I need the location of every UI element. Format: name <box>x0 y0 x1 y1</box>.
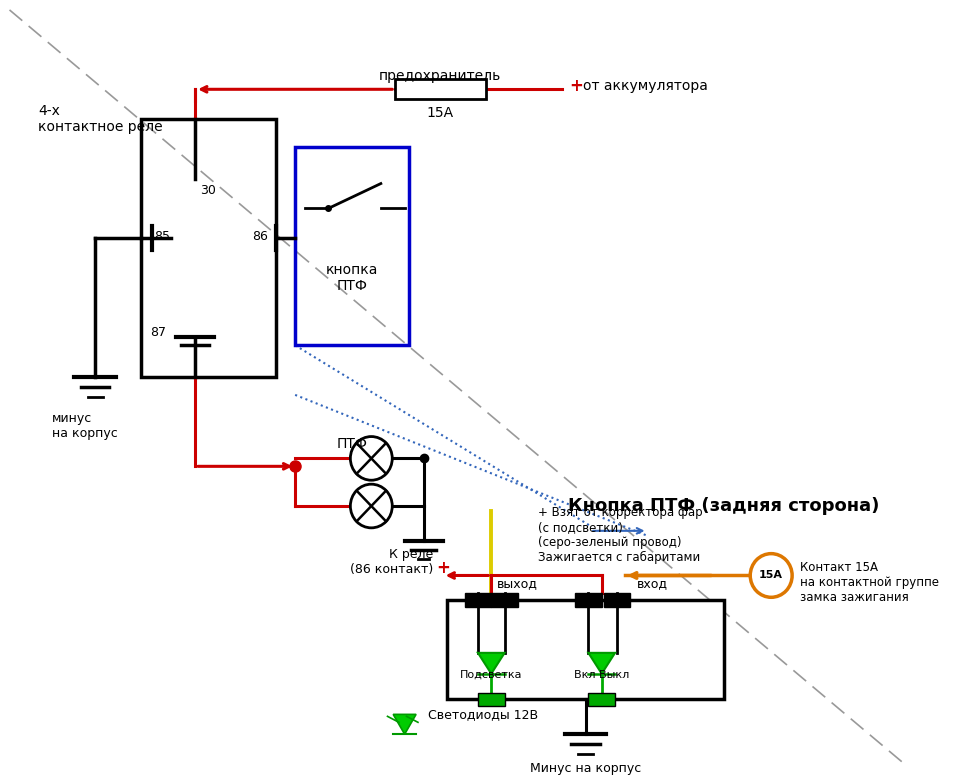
Text: минус
на корпус: минус на корпус <box>53 412 118 440</box>
Text: 86: 86 <box>252 230 268 242</box>
Text: Подсветка: Подсветка <box>460 670 522 680</box>
Text: Минус на корпус: Минус на корпус <box>530 762 641 775</box>
Bar <box>141 119 276 377</box>
Bar <box>588 692 615 706</box>
Polygon shape <box>478 653 505 674</box>
Circle shape <box>751 554 792 598</box>
Text: 4-х
контактное реле: 4-х контактное реле <box>38 104 162 134</box>
Text: 85: 85 <box>155 230 170 242</box>
Text: 15А: 15А <box>759 570 783 580</box>
Text: +: + <box>569 78 584 96</box>
Text: кнопка
ПТФ: кнопка ПТФ <box>326 263 378 293</box>
Polygon shape <box>588 653 615 674</box>
Text: + Взят от корректора фар
(с подсветки)
(серо-зеленый провод)
Зажигается с габари: + Взят от корректора фар (с подсветки) (… <box>538 506 703 564</box>
Text: предохранитель: предохранитель <box>379 69 501 83</box>
Text: выход: выход <box>496 577 538 591</box>
Text: +: + <box>436 559 450 577</box>
Text: 30: 30 <box>200 183 216 197</box>
Bar <box>604 594 631 607</box>
Bar <box>447 601 724 699</box>
Bar <box>465 594 492 607</box>
Text: Контакт 15А
на контактной группе
замка зажигания: Контакт 15А на контактной группе замка з… <box>800 560 939 604</box>
Text: от аккумулятора: от аккумулятора <box>583 79 708 93</box>
Text: ПТФ: ПТФ <box>337 437 368 451</box>
Bar <box>295 147 409 345</box>
Text: Светодиоды 12В: Светодиоды 12В <box>428 708 539 721</box>
Bar <box>396 79 486 99</box>
Text: 87: 87 <box>151 326 167 339</box>
Text: 15А: 15А <box>427 106 454 120</box>
Polygon shape <box>394 714 416 734</box>
Text: К реле
(86 контакт): К реле (86 контакт) <box>350 548 433 576</box>
Circle shape <box>350 484 393 528</box>
Bar <box>575 594 602 607</box>
Bar <box>478 692 505 706</box>
Text: Кнопка ПТФ (задняя сторона): Кнопка ПТФ (задняя сторона) <box>568 497 879 515</box>
Circle shape <box>350 437 393 480</box>
Bar <box>492 594 518 607</box>
Text: вход: вход <box>636 577 667 591</box>
Text: Вкл Выкл: Вкл Выкл <box>574 670 630 680</box>
